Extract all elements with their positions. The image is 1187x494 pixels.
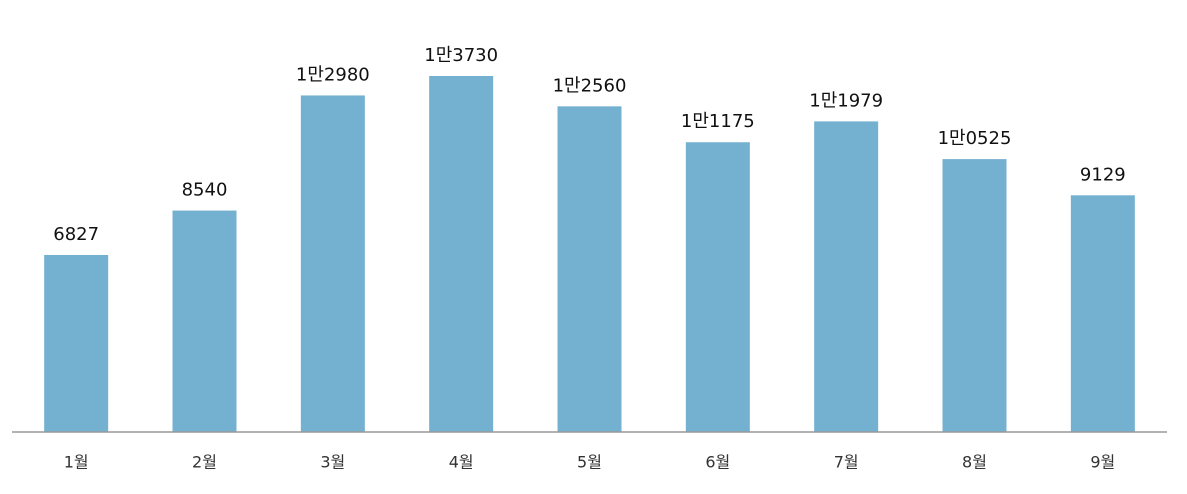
x-tick-label: 2월 xyxy=(192,453,217,472)
value-label: 1만1175 xyxy=(681,111,755,132)
bar xyxy=(814,121,879,433)
bar xyxy=(1070,195,1135,432)
bar xyxy=(942,159,1007,432)
bar xyxy=(44,254,109,432)
x-tick-label: 6월 xyxy=(705,453,730,472)
value-label: 6827 xyxy=(53,224,99,245)
x-tick-label: 9월 xyxy=(1090,453,1115,472)
x-tick-label: 3월 xyxy=(320,453,345,472)
value-label: 8540 xyxy=(182,180,228,201)
bar xyxy=(429,76,494,432)
bar xyxy=(685,142,750,433)
bar xyxy=(172,210,237,432)
value-label: 9129 xyxy=(1080,164,1126,185)
value-label: 1만3730 xyxy=(424,45,498,66)
bar xyxy=(557,106,622,432)
x-tick-label: 1월 xyxy=(64,453,89,472)
value-label: 1만2980 xyxy=(296,64,370,85)
x-tick-label: 4월 xyxy=(449,453,474,472)
value-label: 1만0525 xyxy=(938,128,1012,149)
value-label: 1만2560 xyxy=(553,75,627,96)
bar xyxy=(300,95,365,432)
x-tick-label: 7월 xyxy=(834,453,859,472)
x-tick-label: 5월 xyxy=(577,453,602,472)
x-tick-label: 8월 xyxy=(962,453,987,472)
value-label: 1만1979 xyxy=(809,90,883,111)
